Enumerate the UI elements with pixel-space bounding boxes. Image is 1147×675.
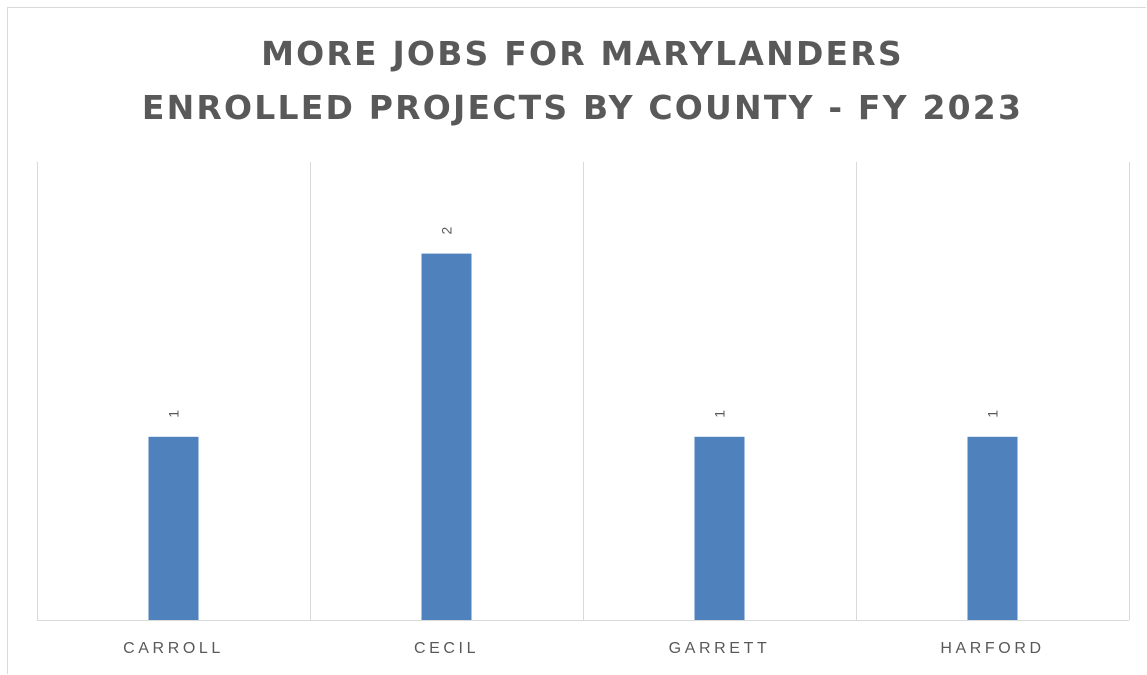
bar-garrett: [694, 436, 745, 620]
x-tick-label: HARFORD: [940, 640, 1044, 657]
data-label: 2: [439, 226, 455, 234]
bar-carroll: [148, 436, 199, 620]
chart-title-line-1: MORE JOBS FOR MARYLANDERS: [261, 34, 904, 73]
x-tick-label: CECIL: [414, 640, 479, 657]
data-label: 1: [166, 410, 182, 418]
chart-title-line-2: ENROLLED PROJECTS BY COUNTY - FY 2023: [141, 88, 1024, 127]
data-label: 1: [712, 410, 728, 418]
bar-harford: [967, 436, 1018, 620]
x-tick-label: GARRETT: [669, 640, 771, 657]
chart-title: MORE JOBS FOR MARYLANDERS ENROLLED PROJE…: [0, 27, 1147, 135]
x-tick-label: CARROLL: [123, 640, 224, 657]
data-label: 1: [985, 410, 1001, 418]
bar-cecil: [421, 253, 472, 620]
